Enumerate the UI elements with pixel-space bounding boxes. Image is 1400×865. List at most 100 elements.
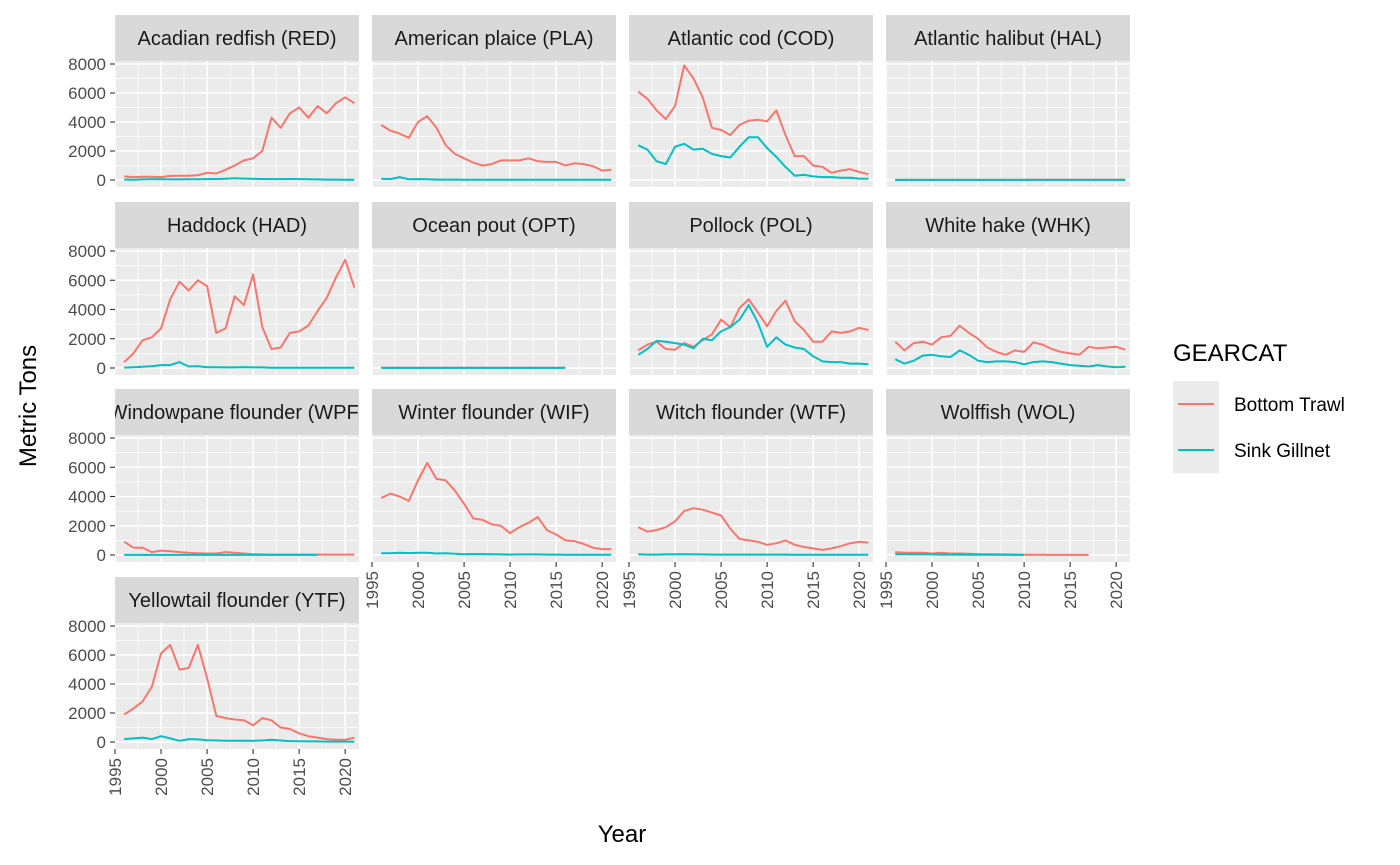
facet-strip-label: Ocean pout (OPT) xyxy=(412,215,575,237)
panel-atlantic-halibut-hal: Atlantic halibut (HAL) xyxy=(885,15,1130,187)
y-tick-label: 8000 xyxy=(68,55,106,74)
y-tick-label: 0 xyxy=(97,733,106,752)
facet-strip-label: Winter flounder (WIF) xyxy=(398,402,589,424)
facet-strip xyxy=(372,15,616,61)
panel-background xyxy=(115,435,359,562)
series-line-sink-gillnet xyxy=(124,735,355,743)
facet-strip-label: Atlantic halibut (HAL) xyxy=(914,28,1102,50)
series-line-bottom-trawl xyxy=(380,115,612,172)
panel-background xyxy=(629,61,873,187)
facet-strip-label: Windowpane flounder (WPF) xyxy=(109,402,366,424)
panel-witch-flounder-wtf: Witch flounder (WTF) 1995 2000 2005 2010 2015… xyxy=(620,389,873,609)
panel-atlantic-cod-cod: Atlantic cod (COD) xyxy=(628,15,873,187)
series-line-sink-gillnet xyxy=(381,176,612,181)
y-tick-label: 0 xyxy=(97,546,106,565)
x-tick-label: 2005 xyxy=(969,571,988,609)
y-tick-label: 0 xyxy=(97,359,106,378)
series-line-sink-gillnet xyxy=(895,553,1025,556)
x-tick-label: 2020 xyxy=(850,571,869,609)
y-tick-label: 8000 xyxy=(68,242,106,261)
x-tick-label: 2020 xyxy=(593,571,612,609)
facet-strip xyxy=(372,202,616,248)
facet-strip xyxy=(115,389,359,435)
panel-background xyxy=(372,61,616,187)
panel-ocean-pout-opt: Ocean pout (OPT) xyxy=(371,202,616,375)
x-tick-label: 2015 xyxy=(547,571,566,609)
y-tick-label: 4000 xyxy=(68,301,106,320)
legend: GEARCAT Bottom Trawl Sink Gillnet xyxy=(1173,340,1345,473)
y-axis-title: Metric Tons xyxy=(15,345,42,467)
series-line-bottom-trawl xyxy=(123,643,355,741)
y-tick-label: 4000 xyxy=(68,675,106,694)
x-tick-label: 2015 xyxy=(290,758,309,796)
x-tick-label: 2010 xyxy=(244,758,263,796)
x-tick-label: 2005 xyxy=(198,758,217,796)
x-tick-label: 2005 xyxy=(712,571,731,609)
series-line-sink-gillnet xyxy=(124,361,355,369)
facet-strip xyxy=(115,577,359,623)
y-tick-label: 6000 xyxy=(68,646,106,665)
facet-strip xyxy=(629,389,873,435)
facet-strip-label: Acadian redfish (RED) xyxy=(138,28,337,50)
x-tick-label: 2020 xyxy=(336,758,355,796)
facet-strip xyxy=(629,202,873,248)
panel-acadian-redfish-red: Acadian redfish (RED) 0 2000 4000 6000 8000 xyxy=(68,15,359,190)
x-tick-label: 2000 xyxy=(666,571,685,609)
y-tick-label: 6000 xyxy=(68,84,106,103)
facet-strip-label: Pollock (POL) xyxy=(689,215,812,237)
panel-background xyxy=(886,435,1130,562)
panel-haddock-had: Haddock (HAD) 0 2000 4000 6000 8000 xyxy=(68,202,359,378)
panel-background xyxy=(115,61,359,187)
facet-strip xyxy=(886,389,1130,435)
facet-panels: Acadian redfish (RED) 0 2000 4000 6000 8000 Am… xyxy=(68,15,1130,796)
x-tick-label: 1995 xyxy=(106,758,125,796)
y-tick-label: 2000 xyxy=(68,704,106,723)
x-tick-label: 2015 xyxy=(804,571,823,609)
facet-strip-label: Wolffish (WOL) xyxy=(941,402,1076,424)
y-tick-label: 2000 xyxy=(68,517,106,536)
series-line-bottom-trawl xyxy=(124,96,355,179)
facet-strip xyxy=(115,15,359,61)
legend-label: Bottom Trawl xyxy=(1234,395,1345,416)
x-tick-label: 2005 xyxy=(455,571,474,609)
panel-wolffish-wol: Wolffish (WOL) 1995 2000 2005 2010 2015 2020 xyxy=(877,389,1130,609)
y-tick-label: 2000 xyxy=(68,330,106,349)
facet-strip xyxy=(886,15,1130,61)
y-tick-label: 6000 xyxy=(68,271,106,290)
y-tick-label: 8000 xyxy=(68,429,106,448)
series-line-bottom-trawl xyxy=(380,461,612,551)
facet-strip-label: Witch flounder (WTF) xyxy=(656,402,846,424)
x-tick-label: 2010 xyxy=(758,571,777,609)
series-line-bottom-trawl xyxy=(637,64,869,176)
legend-title: GEARCAT xyxy=(1173,340,1288,367)
x-tick-label: 2020 xyxy=(1107,571,1126,609)
x-tick-label: 2015 xyxy=(1061,571,1080,609)
y-tick-label: 2000 xyxy=(68,142,106,161)
series-line-sink-gillnet xyxy=(381,551,612,556)
y-tick-label: 0 xyxy=(97,171,106,190)
series-line-bottom-trawl xyxy=(637,507,869,551)
series-line-sink-gillnet xyxy=(637,136,869,180)
facet-strip-label: Atlantic cod (COD) xyxy=(668,28,835,50)
facet-strip xyxy=(372,389,616,435)
facet-strip xyxy=(886,202,1130,248)
series-line-bottom-trawl xyxy=(894,324,1126,356)
series-line-sink-gillnet xyxy=(637,304,869,366)
panel-background xyxy=(372,248,616,375)
facet-strip xyxy=(115,202,359,248)
x-tick-label: 2000 xyxy=(152,758,171,796)
panel-winter-flounder-wif: Winter flounder (WIF) 1995 2000 2005 2010 201… xyxy=(363,389,616,609)
panel-windowpane-flounder-wpf: Windowpane flounder (WPF) 0 2000 4000 6000 80… xyxy=(68,389,366,565)
facet-strip xyxy=(629,15,873,61)
panel-yellowtail-flounder-ytf: Yellowtail flounder (YTF) 0 2000 4000 6000 80… xyxy=(68,577,359,796)
series-line-sink-gillnet xyxy=(894,349,1126,369)
x-tick-label: 1995 xyxy=(620,571,639,609)
facet-strip-label: White hake (WHK) xyxy=(925,215,1091,237)
x-tick-label: 2010 xyxy=(501,571,520,609)
x-tick-label: 2000 xyxy=(923,571,942,609)
y-tick-label: 4000 xyxy=(68,113,106,132)
y-tick-label: 6000 xyxy=(68,458,106,477)
panel-pollock-pol: Pollock (POL) xyxy=(628,202,873,375)
legend-label: Sink Gillnet xyxy=(1234,441,1331,462)
x-tick-label: 2000 xyxy=(409,571,428,609)
